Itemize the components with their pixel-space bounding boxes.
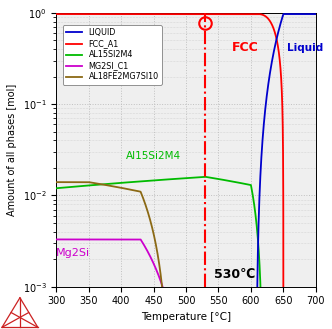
Y-axis label: Amount of all phases [mol]: Amount of all phases [mol] [7, 84, 17, 216]
Legend: LIQUID, FCC_A1, AL15SI2M4, MG2SI_C1, AL18FE2MG7SI10: LIQUID, FCC_A1, AL15SI2M4, MG2SI_C1, AL1… [63, 25, 162, 85]
Text: FCC: FCC [231, 41, 258, 54]
Text: 530℃: 530℃ [214, 268, 255, 281]
Text: Mg2Si: Mg2Si [56, 247, 90, 258]
Text: Liquid: Liquid [287, 43, 323, 53]
Text: Al15Si2M4: Al15Si2M4 [125, 151, 181, 161]
X-axis label: Temperature [°C]: Temperature [°C] [141, 312, 231, 322]
